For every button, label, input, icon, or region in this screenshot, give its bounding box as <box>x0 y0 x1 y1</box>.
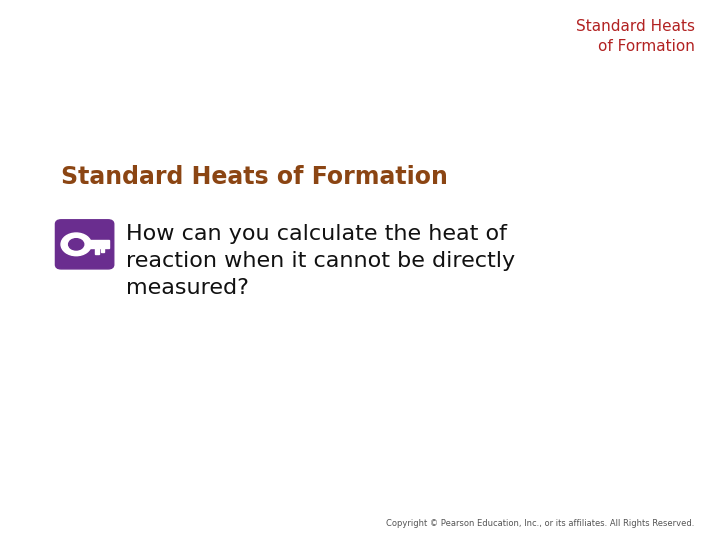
Bar <box>87 240 109 248</box>
Circle shape <box>61 233 91 255</box>
Circle shape <box>68 239 84 250</box>
Text: Standard Heats of Formation: Standard Heats of Formation <box>61 165 448 188</box>
FancyBboxPatch shape <box>55 220 114 269</box>
Text: How can you calculate the heat of
reaction when it cannot be directly
measured?: How can you calculate the heat of reacti… <box>126 224 515 299</box>
Bar <box>94 248 99 254</box>
Bar <box>101 248 104 252</box>
Text: Standard Heats
of Formation: Standard Heats of Formation <box>576 19 695 53</box>
Text: Copyright © Pearson Education, Inc., or its affiliates. All Rights Reserved.: Copyright © Pearson Education, Inc., or … <box>387 519 695 528</box>
